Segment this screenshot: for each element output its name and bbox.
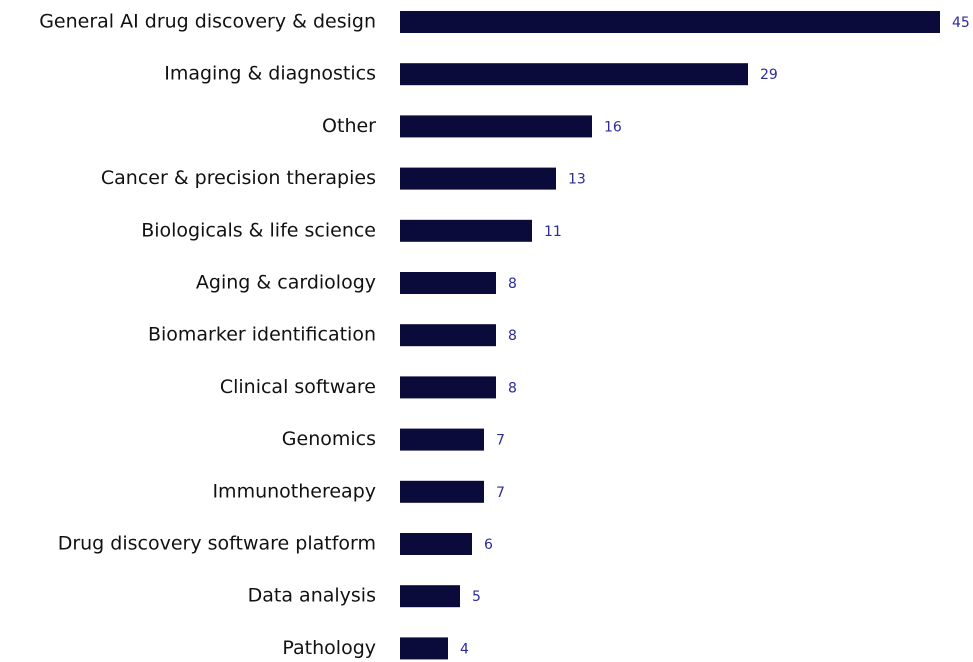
value-label: 4 <box>460 641 469 657</box>
category-label: Pathology <box>282 637 376 659</box>
value-label: 16 <box>604 119 622 135</box>
bar <box>400 167 556 190</box>
value-label: 45 <box>952 15 970 31</box>
value-label: 8 <box>508 328 517 344</box>
value-label: 11 <box>544 224 562 240</box>
bar <box>400 637 448 660</box>
category-label: Cancer & precision therapies <box>101 167 376 189</box>
category-label: Clinical software <box>220 376 376 398</box>
bar <box>400 533 472 555</box>
category-label: Other <box>322 115 376 137</box>
value-label: 8 <box>508 276 517 292</box>
bar <box>400 480 484 503</box>
value-label: 6 <box>484 537 493 553</box>
bar <box>400 376 496 399</box>
category-label: Biologicals & life science <box>141 219 376 241</box>
bar <box>400 115 592 138</box>
category-label: General AI drug discovery & design <box>39 11 376 33</box>
value-label: 8 <box>508 380 517 396</box>
bar <box>400 11 940 33</box>
bar <box>400 63 748 86</box>
bar <box>400 585 460 608</box>
value-label: 5 <box>472 589 481 605</box>
category-label: Imaging & diagnostics <box>164 63 376 85</box>
category-label: Biomarker identification <box>148 324 376 346</box>
bar <box>400 272 496 294</box>
value-label: 7 <box>496 485 505 501</box>
category-label: Aging & cardiology <box>196 272 376 294</box>
value-label: 7 <box>496 433 505 449</box>
category-label: Genomics <box>282 428 376 450</box>
category-label: Drug discovery software platform <box>58 533 376 555</box>
value-label: 13 <box>568 172 586 188</box>
category-label: Immunothereapy <box>212 480 376 502</box>
bar <box>400 428 484 451</box>
bar <box>400 324 496 347</box>
value-label: 29 <box>760 67 778 83</box>
category-label: Data analysis <box>248 585 376 607</box>
bar <box>400 219 532 242</box>
